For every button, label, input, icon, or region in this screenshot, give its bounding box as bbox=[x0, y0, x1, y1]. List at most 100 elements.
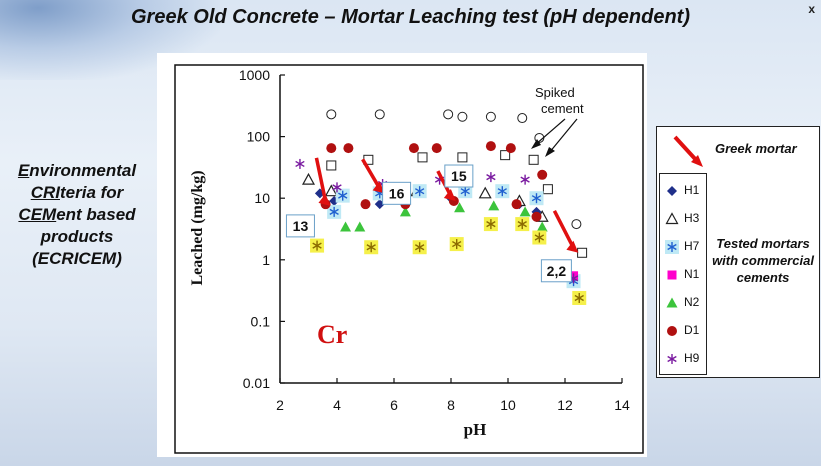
spiked-arrow bbox=[548, 118, 578, 154]
data-point bbox=[431, 143, 442, 154]
annotation-box bbox=[444, 164, 474, 188]
y-tick-label: 0.01 bbox=[243, 375, 270, 391]
annotation-label: 2,2 bbox=[547, 263, 567, 279]
annotation-arrow-head bbox=[372, 181, 385, 194]
data-point bbox=[326, 160, 337, 171]
legend-marker bbox=[667, 326, 677, 336]
data-point bbox=[343, 143, 354, 154]
legend-marker bbox=[665, 212, 679, 225]
legend-marker-icon bbox=[667, 326, 677, 336]
data-point bbox=[517, 113, 528, 124]
legend-item-label: N1 bbox=[684, 267, 700, 281]
legend-marker bbox=[667, 354, 677, 364]
data-point bbox=[532, 230, 547, 245]
y-tick-label: 0.1 bbox=[251, 313, 271, 329]
legend-marker-icon bbox=[666, 297, 678, 308]
y-tick-label: 1 bbox=[262, 252, 270, 268]
data-point bbox=[374, 109, 385, 120]
data-point bbox=[408, 143, 419, 154]
data-point bbox=[412, 184, 427, 199]
data-point bbox=[412, 240, 427, 255]
annotation-box bbox=[285, 214, 315, 238]
x-tick-label: 12 bbox=[557, 397, 573, 413]
annotation-arrow-head bbox=[443, 189, 456, 202]
legend-item-label: N2 bbox=[684, 295, 700, 309]
element-label: Cr bbox=[317, 320, 347, 349]
data-point bbox=[537, 169, 548, 180]
data-point bbox=[536, 221, 548, 232]
data-point bbox=[531, 211, 542, 222]
data-point bbox=[360, 199, 371, 210]
data-point bbox=[500, 150, 511, 161]
y-axis-label: Leached (mg/kg) bbox=[189, 170, 206, 285]
left-line-2: CRIteria for bbox=[30, 183, 124, 202]
data-point bbox=[542, 184, 553, 195]
annotation-box bbox=[540, 259, 572, 283]
data-point bbox=[326, 143, 337, 154]
annotation-arrow bbox=[361, 158, 382, 190]
legend-item-label: H3 bbox=[684, 211, 700, 225]
data-point bbox=[515, 217, 530, 232]
data-point bbox=[457, 152, 468, 163]
corner-mark: x bbox=[808, 2, 815, 16]
legend-marker bbox=[667, 270, 677, 280]
legend-item-label: H7 bbox=[684, 239, 700, 253]
series-greek-mortar bbox=[310, 217, 587, 305]
legend-marker bbox=[665, 240, 679, 254]
y-tick-label: 1000 bbox=[239, 67, 270, 83]
data-point bbox=[483, 217, 498, 232]
annotation-label: 15 bbox=[451, 168, 467, 184]
legend-marker-icon bbox=[667, 270, 677, 280]
series-d1 bbox=[320, 141, 548, 222]
series-spiked-cement bbox=[326, 109, 582, 230]
legend-marker-icon bbox=[665, 212, 679, 225]
data-point bbox=[295, 158, 305, 169]
legend-item-h9: H9 bbox=[660, 346, 708, 370]
legend-item-label: H9 bbox=[684, 351, 700, 365]
data-point bbox=[528, 154, 539, 165]
data-point bbox=[529, 191, 544, 206]
legend-series-list: H1 H3 H7 N1 N2 D1 H9 bbox=[659, 173, 707, 375]
data-point bbox=[520, 174, 530, 185]
data-point bbox=[310, 238, 325, 253]
legend: Greek mortar H1 H3 H7 N1 N2 D1 H9 Tested morta… bbox=[656, 126, 820, 378]
data-point bbox=[486, 172, 496, 183]
left-line-3: CEMent based bbox=[18, 205, 136, 224]
spiked-arrow-head bbox=[531, 139, 541, 149]
legend-item-h1: H1 bbox=[660, 178, 708, 202]
data-point bbox=[326, 109, 337, 120]
legend-item-n2: N2 bbox=[660, 290, 708, 314]
data-point bbox=[458, 184, 473, 199]
annotation-label: 13 bbox=[293, 218, 309, 234]
y-tick-label: 10 bbox=[254, 190, 270, 206]
data-point bbox=[519, 206, 531, 217]
legend-marker bbox=[666, 297, 678, 308]
data-point bbox=[495, 184, 510, 199]
legend-marker-icon bbox=[665, 240, 679, 254]
data-point bbox=[417, 152, 428, 163]
legend-item-h7: H7 bbox=[660, 234, 708, 258]
series-n2 bbox=[340, 200, 548, 232]
data-point bbox=[571, 219, 582, 230]
spiked-label: Spiked cement bbox=[535, 85, 584, 116]
data-point bbox=[511, 199, 522, 210]
data-point bbox=[505, 143, 516, 154]
left-line-5: (ECRICEM) bbox=[32, 249, 122, 268]
data-point bbox=[449, 237, 464, 252]
chart-panel: 2 4 6 8 10 12 14 0.01 0.1 1 10 100 1000 Spiked cement… bbox=[157, 53, 647, 457]
legend-item-d1: D1 bbox=[660, 318, 708, 342]
data-point bbox=[488, 200, 500, 211]
y-tick-label: 100 bbox=[247, 129, 271, 145]
annotation-arrow bbox=[552, 209, 575, 249]
annotation-label: 16 bbox=[389, 185, 405, 201]
data-point bbox=[332, 182, 342, 193]
data-point bbox=[327, 204, 342, 219]
data-point bbox=[335, 188, 350, 203]
plot-area bbox=[174, 64, 644, 454]
slide-title: Greek Old Concrete – Mortar Leaching tes… bbox=[131, 6, 690, 28]
x-tick-label: 4 bbox=[333, 397, 341, 413]
annotation-box bbox=[382, 181, 412, 205]
legend-marker-icon bbox=[667, 354, 677, 364]
legend-tested-label: Tested mortars with commercial cements bbox=[712, 236, 814, 285]
data-point bbox=[324, 184, 338, 197]
